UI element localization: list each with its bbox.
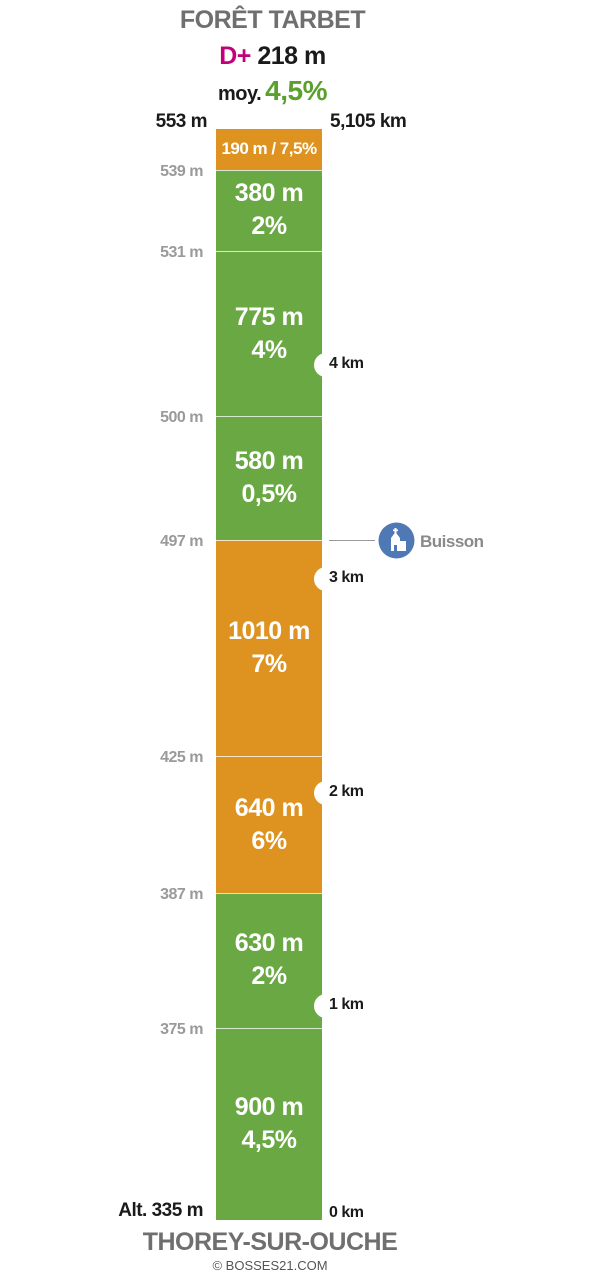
landmark-leader-line bbox=[329, 540, 375, 541]
segment-gradient: 4% bbox=[251, 335, 287, 364]
altitude-label: 375 m bbox=[160, 1020, 203, 1038]
km-label: 4 km bbox=[329, 355, 364, 373]
average-gradient-label: moy. bbox=[218, 83, 262, 105]
profile-segment: 630 m 2% bbox=[216, 893, 322, 1028]
profile-segment: 900 m 4,5% bbox=[216, 1027, 322, 1220]
profile-segment: 190 m / 7,5% bbox=[216, 129, 322, 170]
km-notch bbox=[314, 353, 330, 378]
km-notch bbox=[314, 566, 330, 591]
segment-length: 380 m bbox=[234, 179, 304, 208]
profile-column: 900 m 4,5% 630 m 2% 640 m 6% 1010 m 7% 580 m 0,5%… bbox=[216, 129, 322, 1220]
start-location: THOREY-SUR-OUCHE bbox=[142, 1228, 398, 1256]
copyright: © BOSSES21.COM bbox=[212, 1258, 328, 1273]
segment-length: 1010 m bbox=[228, 617, 310, 646]
summit-title: FORÊT TARBET bbox=[179, 6, 366, 34]
km-label: 2 km bbox=[329, 782, 364, 800]
km-label: 1 km bbox=[329, 996, 364, 1014]
landmark-label: Buisson bbox=[420, 532, 484, 551]
segment-divider bbox=[216, 169, 322, 171]
km-label-start: 0 km bbox=[329, 1204, 364, 1221]
segment-gradient: 2% bbox=[251, 962, 287, 991]
elevation-gain-label: D+ bbox=[219, 42, 251, 70]
elevation-gain-value: 218 m bbox=[257, 42, 326, 70]
segment-length: 630 m bbox=[234, 929, 304, 958]
segment-length: 900 m bbox=[234, 1092, 304, 1121]
profile-segment: 380 m 2% bbox=[216, 169, 322, 251]
profile-segment: 1010 m 7% bbox=[216, 540, 322, 757]
profile-segment: 580 m 0,5% bbox=[216, 416, 322, 541]
altitude-label: 500 m bbox=[160, 409, 203, 427]
profile-segment: 640 m 6% bbox=[216, 756, 322, 893]
altitude-label: 387 m bbox=[160, 886, 203, 904]
altitude-label: 425 m bbox=[160, 749, 203, 767]
total-distance: 5,105 km bbox=[330, 111, 407, 132]
segment-gradient: 7% bbox=[251, 650, 287, 679]
segment-gradient: 6% bbox=[251, 826, 287, 855]
average-gradient: moy. 4,5% bbox=[0, 75, 545, 107]
summit-altitude: 553 m bbox=[155, 111, 208, 132]
start-altitude: Alt. 335 m bbox=[118, 1200, 203, 1221]
average-gradient-value: 4,5% bbox=[265, 75, 327, 106]
segment-divider bbox=[216, 893, 322, 895]
segment-divider bbox=[216, 756, 322, 758]
segment-gradient: 4,5% bbox=[241, 1125, 297, 1154]
profile-segment: 775 m 4% bbox=[216, 250, 322, 417]
km-label: 3 km bbox=[329, 568, 364, 586]
church-icon bbox=[378, 522, 415, 559]
segment-length: 775 m bbox=[234, 302, 304, 331]
altitude-label: 531 m bbox=[160, 243, 203, 261]
segment-gradient: 2% bbox=[251, 212, 287, 241]
segment-divider bbox=[216, 250, 322, 252]
km-notch bbox=[314, 994, 330, 1019]
altitude-label: 497 m bbox=[160, 533, 203, 551]
segment-gradient: 0,5% bbox=[241, 480, 297, 509]
segment-length: 580 m bbox=[234, 447, 304, 476]
elevation-gain: D+ 218 m bbox=[0, 42, 545, 71]
km-notch bbox=[314, 780, 330, 805]
segment-divider bbox=[216, 540, 322, 542]
segment-divider bbox=[216, 1027, 322, 1029]
altitude-label: 539 m bbox=[160, 162, 203, 180]
segment-divider bbox=[216, 416, 322, 418]
segment-length: 640 m bbox=[234, 793, 304, 822]
segment-length: 190 m / 7,5% bbox=[221, 139, 317, 159]
